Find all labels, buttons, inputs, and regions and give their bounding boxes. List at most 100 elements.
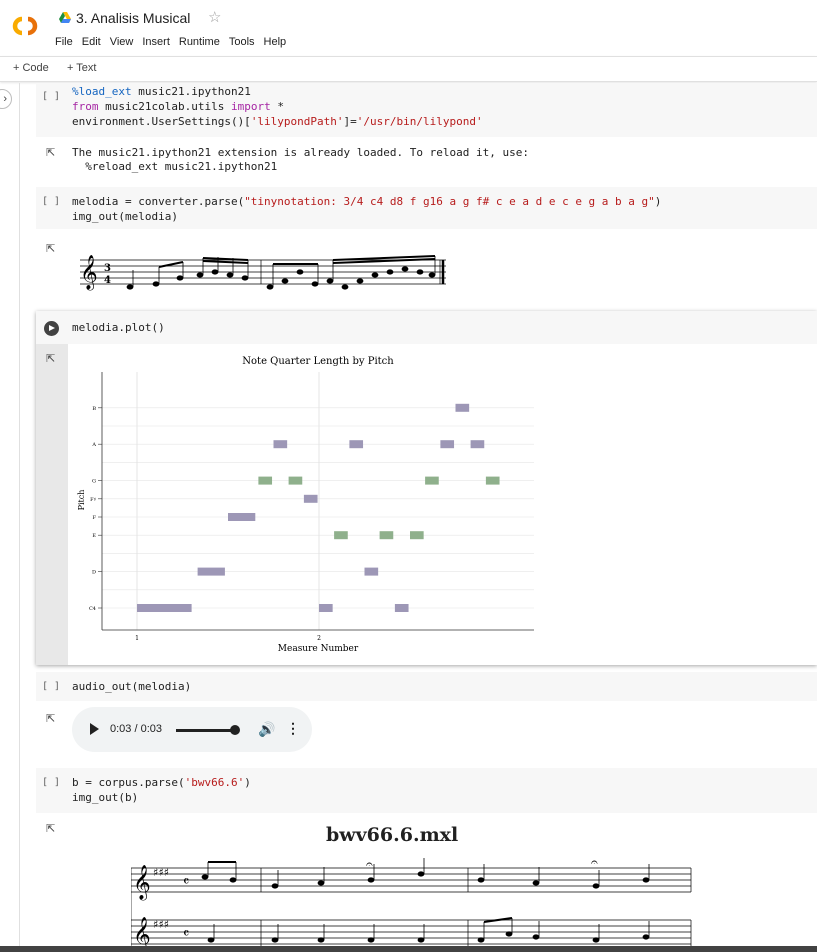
add-code-button[interactable]: + Code	[13, 62, 49, 74]
chevron-right-icon[interactable]: ›	[0, 89, 12, 109]
y-tick-label: G	[92, 479, 96, 485]
note-bar	[258, 476, 273, 485]
note-bar	[197, 567, 225, 576]
menu-runtime[interactable]: Runtime	[178, 36, 220, 48]
code-cell-3-active[interactable]: melodia.plot() ⇱ Note Quarter Length by …	[36, 311, 817, 665]
y-axis-label: Pitch	[77, 490, 86, 511]
code-line[interactable]: audio_out(melodia)	[72, 680, 192, 693]
note-bar	[425, 476, 439, 485]
bottom-bar	[0, 946, 817, 952]
volume-icon[interactable]: 🔊	[258, 721, 276, 737]
note-bar	[485, 476, 500, 485]
chorale-score-image: 𝄞 𝄞 ♯♯♯ ♯♯♯ 𝄴 𝄴	[131, 855, 692, 946]
code-line[interactable]: %load_ext music21.ipython21	[72, 85, 251, 98]
cell-run-bracket[interactable]: [ ]	[42, 777, 61, 788]
y-tick-label: F	[93, 515, 97, 521]
code-line[interactable]: img_out(melodia)	[72, 210, 178, 223]
note-bar	[273, 440, 288, 449]
pitch-plot: Note Quarter Length by Pitch Measure Num…	[77, 356, 534, 653]
svg-text:𝄴: 𝄴	[183, 926, 189, 942]
code-editor[interactable]: melodia.plot()	[36, 311, 817, 344]
cell-5-output: ⇱ bwv66.6.mxl 𝄞 𝄞 ♯♯♯ ♯♯♯ 𝄴 𝄴	[36, 816, 817, 946]
note-bar	[410, 531, 424, 540]
app-header: 3. Analisis Musical ☆ File Edit View Ins…	[0, 0, 817, 56]
y-tick-label: A	[91, 442, 96, 448]
notebook-title[interactable]: 3. Analisis Musical	[76, 10, 191, 26]
run-cell-icon[interactable]	[44, 321, 59, 336]
code-line[interactable]: from music21colab.utils import *	[72, 100, 284, 113]
cell-run-bracket[interactable]: [ ]	[42, 196, 61, 207]
note-bar	[288, 476, 303, 485]
x-tick-label: 2	[317, 635, 321, 642]
audio-progress-slider[interactable]	[176, 729, 236, 732]
note-bar	[319, 604, 333, 612]
audio-player: 0:03 / 0:03 🔊 ⋮	[72, 707, 312, 752]
note-bar	[137, 604, 192, 612]
note-bar	[440, 440, 455, 449]
cell-run-bracket[interactable]: [ ]	[42, 681, 61, 692]
more-options-icon[interactable]: ⋮	[286, 720, 300, 736]
code-line[interactable]: melodia = converter.parse("tinynotation:…	[72, 195, 662, 208]
note-bar	[394, 604, 409, 612]
note-bar	[334, 531, 348, 540]
cell-run-bracket[interactable]: [ ]	[42, 91, 61, 102]
output-text: The music21.ipython21 extension is alrea…	[72, 146, 529, 159]
left-rail: ›	[0, 83, 20, 952]
menu-edit[interactable]: Edit	[81, 36, 101, 48]
code-cell-5[interactable]: [ ] b = corpus.parse('bwv66.6') img_out(…	[36, 768, 817, 813]
note-bar	[303, 494, 318, 503]
y-tick-label: E	[92, 533, 96, 539]
chart-title: Note Quarter Length by Pitch	[242, 356, 394, 367]
svg-text:𝄐: 𝄐	[366, 857, 373, 871]
code-line[interactable]: melodia.plot()	[72, 321, 165, 334]
cell-1-output: ⇱ The music21.ipython21 extension is alr…	[36, 140, 817, 180]
melody-score-image: 𝄞 3 4	[80, 255, 446, 291]
notebook-toolbar: + Code + Text	[0, 56, 817, 82]
note-bar	[228, 513, 256, 521]
svg-text:𝄐: 𝄐	[591, 855, 598, 869]
note-bar	[364, 567, 379, 576]
note-bar	[455, 403, 470, 412]
output-text: %reload_ext music21.ipython21	[72, 160, 278, 173]
x-tick-label: 1	[135, 635, 139, 642]
code-line[interactable]: environment.UserSettings()['lilypondPath…	[72, 115, 483, 128]
code-cell-2[interactable]: [ ] melodia = converter.parse("tinynotat…	[36, 187, 817, 229]
drive-icon[interactable]	[59, 12, 71, 23]
svg-text:𝄴: 𝄴	[183, 874, 189, 890]
menu-insert[interactable]: Insert	[142, 36, 170, 48]
code-cell-4[interactable]: [ ] audio_out(melodia)	[36, 672, 817, 701]
menu-bar: File Edit View Insert Runtime Tools Help	[55, 36, 295, 48]
code-line[interactable]: b = corpus.parse('bwv66.6')	[72, 776, 251, 789]
note-bar	[349, 440, 364, 449]
audio-time: 0:03 / 0:03	[110, 723, 162, 735]
x-axis-label: Measure Number	[278, 644, 359, 653]
play-icon[interactable]	[90, 723, 99, 735]
svg-text:3: 3	[104, 263, 111, 274]
output-gutter: ⇱	[36, 344, 68, 665]
output-icon[interactable]: ⇱	[46, 823, 56, 835]
menu-view[interactable]: View	[109, 36, 134, 48]
y-tick-label: B	[92, 406, 96, 412]
colab-logo[interactable]	[9, 14, 45, 38]
code-cell-1[interactable]: [ ] %load_ext music21.ipython21 from mus…	[36, 83, 817, 137]
menu-tools[interactable]: Tools	[228, 36, 255, 48]
menu-file[interactable]: File	[55, 36, 73, 48]
svg-text:𝄞: 𝄞	[133, 865, 151, 901]
y-tick-label: D	[92, 570, 96, 576]
y-tick-label: F♯	[90, 497, 96, 503]
svg-text:♯♯♯: ♯♯♯	[153, 918, 169, 931]
add-text-button[interactable]: + Text	[67, 62, 97, 74]
cell-2-output: ⇱ 𝄞 3 4	[36, 236, 817, 302]
code-line[interactable]: img_out(b)	[72, 791, 139, 804]
output-icon[interactable]: ⇱	[46, 147, 56, 159]
star-outline-icon[interactable]: ☆	[208, 9, 222, 26]
svg-text:𝄞: 𝄞	[80, 255, 98, 291]
note-bar	[379, 531, 394, 540]
cell-4-output: ⇱	[36, 706, 817, 762]
menu-help[interactable]: Help	[263, 36, 287, 48]
output-icon[interactable]: ⇱	[46, 243, 56, 255]
svg-text:4: 4	[104, 275, 111, 286]
output-icon[interactable]: ⇱	[46, 353, 56, 365]
output-icon[interactable]: ⇱	[46, 713, 56, 725]
audio-progress-thumb[interactable]	[230, 725, 240, 735]
